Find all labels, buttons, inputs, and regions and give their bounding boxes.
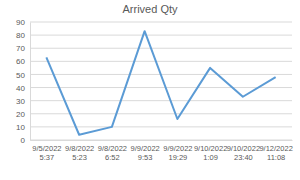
x-tick-label-line: 6:52 xyxy=(105,153,120,162)
x-tick-label: 9/9/202219:29 xyxy=(163,144,192,162)
x-tick-label-line: 5:23 xyxy=(72,153,87,162)
x-tick-label: 9/10/20221:09 xyxy=(194,144,227,162)
y-tick-label: 90 xyxy=(16,18,25,27)
y-tick-label: 10 xyxy=(16,123,25,132)
x-axis-line xyxy=(31,140,293,141)
x-tick-label: 9/8/20226:52 xyxy=(98,144,127,162)
y-tick: 90 xyxy=(16,18,30,27)
x-tick-label-line: 1:09 xyxy=(203,153,218,162)
x-tick: 9/8/20225:23 xyxy=(65,140,94,162)
series-group xyxy=(46,31,275,135)
y-tick-label: 30 xyxy=(16,97,25,106)
grid-line xyxy=(30,35,292,36)
x-tick: 9/8/20226:52 xyxy=(98,140,127,162)
y-tick-label: 40 xyxy=(16,84,25,93)
x-tick-label-line: 11:08 xyxy=(267,153,285,162)
x-tick-label: 9/5/20225:37 xyxy=(32,144,61,162)
x-tick-label-line: 23:40 xyxy=(234,153,253,162)
x-tick: 9/5/20225:37 xyxy=(32,140,61,162)
y-tick-label: 80 xyxy=(16,31,25,40)
x-tick-label: 9/9/20229:53 xyxy=(131,144,160,162)
x-axis: 9/5/20225:379/8/20225:239/8/20226:529/9/… xyxy=(31,140,293,162)
plot-area: 0 10 20 30 40 50 60 70 80 90 9/5/20225:379/8/20225… xyxy=(16,18,293,162)
y-tick-label: 70 xyxy=(16,44,25,53)
grid-line xyxy=(30,48,292,49)
x-tick: 9/9/20229:53 xyxy=(131,140,160,162)
y-tick: 70 xyxy=(16,44,30,53)
y-tick-label: 60 xyxy=(16,57,25,66)
grid-line xyxy=(30,87,292,88)
grid xyxy=(30,22,292,140)
y-axis-line xyxy=(30,23,31,141)
y-tick: 20 xyxy=(16,110,30,119)
chart-title: Arrived Qty xyxy=(122,3,178,15)
x-tick-label: 9/10/202223:40 xyxy=(227,144,260,162)
y-tick: 40 xyxy=(16,84,30,93)
y-axis: 0 10 20 30 40 50 60 70 80 90 xyxy=(16,18,30,145)
y-tick: 10 xyxy=(16,123,30,132)
x-tick-label-line: 19:29 xyxy=(168,153,187,162)
y-tick: 60 xyxy=(16,57,30,66)
x-tick: 9/10/20221:09 xyxy=(194,140,227,162)
y-tick: 0 xyxy=(21,136,30,145)
y-tick: 50 xyxy=(16,71,30,80)
x-tick: 9/9/202219:29 xyxy=(163,140,192,162)
x-tick-label: 9/12/202211:08 xyxy=(259,144,292,162)
x-tick-label-line: 5:37 xyxy=(40,153,55,162)
x-tick-label: 9/8/20225:23 xyxy=(65,144,94,162)
grid-line xyxy=(30,61,292,62)
background xyxy=(0,0,300,180)
y-tick-label: 50 xyxy=(16,71,25,80)
y-tick: 80 xyxy=(16,31,30,40)
grid-line xyxy=(30,100,292,101)
x-tick: 9/10/202223:40 xyxy=(227,140,260,162)
x-tick: 9/12/202211:08 xyxy=(259,140,292,162)
chart-svg: Arrived Qty 0 10 20 30 40 50 60 70 80 90 9/5/20225:… xyxy=(0,0,300,180)
x-tick-label-line: 9:53 xyxy=(138,153,153,162)
grid-line xyxy=(30,140,292,141)
y-tick: 30 xyxy=(16,97,30,106)
grid-line xyxy=(30,22,292,23)
y-tick-label: 20 xyxy=(16,110,25,119)
grid-line xyxy=(30,126,292,127)
y-tick-label: 0 xyxy=(21,136,26,145)
series-line xyxy=(46,31,275,135)
